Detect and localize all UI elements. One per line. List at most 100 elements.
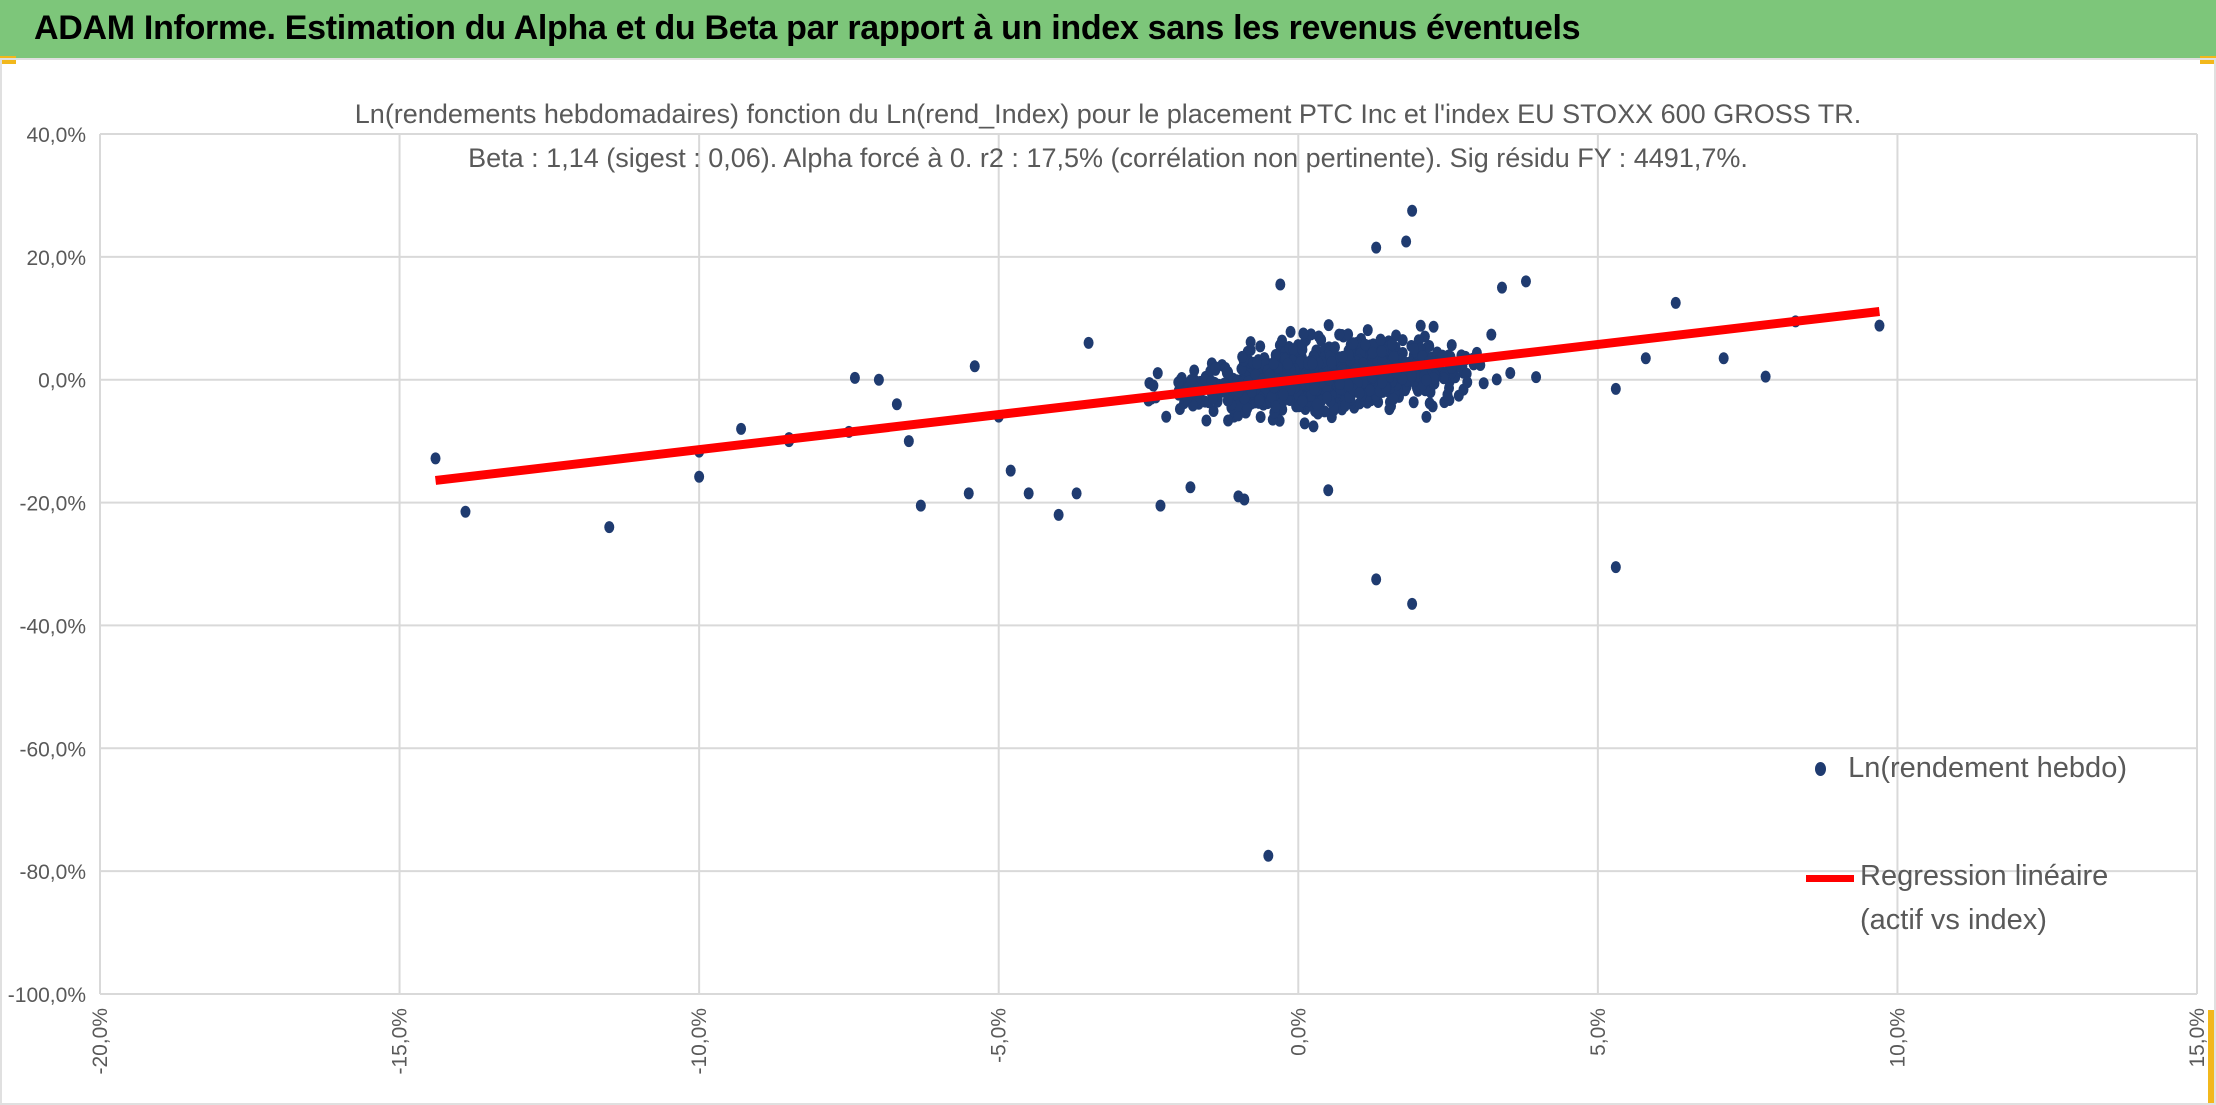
data-point: [1309, 383, 1320, 396]
data-point: [1760, 370, 1771, 383]
data-point: [1401, 235, 1412, 248]
legend-regression-label-2: (actif vs index): [1860, 904, 2047, 936]
data-point: [1387, 338, 1398, 351]
data-point: [694, 470, 705, 483]
data-point: [1640, 352, 1651, 365]
data-point: [1266, 391, 1277, 404]
data-point: [1270, 400, 1281, 413]
data-point: [1354, 387, 1365, 400]
data-point: [849, 371, 860, 384]
data-point: [1415, 319, 1426, 332]
data-point: [891, 398, 902, 411]
data-point: [1610, 561, 1621, 574]
data-point: [1326, 356, 1337, 369]
data-point: [903, 435, 914, 448]
data-point: [1377, 376, 1388, 389]
data-point: [1610, 382, 1621, 395]
data-point: [1321, 391, 1332, 404]
data-point: [1424, 397, 1435, 410]
data-point: [1206, 375, 1217, 388]
data-point: [1368, 338, 1379, 351]
data-point: [1329, 341, 1340, 354]
x-tick-label: -5,0%: [988, 1008, 1011, 1063]
data-point: [1210, 362, 1221, 375]
data-point: [1152, 367, 1163, 380]
chart-title: Ln(rendements hebdomadaires) fonction du…: [354, 99, 1862, 129]
data-point: [1421, 374, 1432, 387]
data-point: [1208, 392, 1219, 405]
data-point: [1161, 410, 1172, 423]
data-point: [1337, 350, 1348, 363]
legend-regression-label-1: Regression linéaire: [1860, 860, 2109, 892]
data-point: [1323, 484, 1334, 497]
data-point: [963, 487, 974, 500]
y-tick-label: 0,0%: [38, 370, 86, 393]
data-point: [1407, 597, 1418, 610]
data-point: [1520, 275, 1531, 288]
data-point: [1462, 376, 1473, 389]
data-point: [1268, 357, 1279, 370]
chart-frame: [0, 58, 2216, 1105]
x-tick-label: -10,0%: [688, 1008, 711, 1075]
legend-regression-marker: [1806, 875, 1854, 882]
data-point: [1421, 410, 1432, 423]
data-point: [1505, 367, 1516, 380]
data-point: [1148, 379, 1159, 392]
data-point: [1174, 402, 1185, 415]
data-point: [1255, 340, 1266, 353]
x-tick-label: 5,0%: [1587, 1008, 1610, 1056]
x-tick-label: 15,0%: [2186, 1008, 2209, 1068]
data-point: [1491, 373, 1502, 386]
data-point: [1343, 328, 1354, 341]
data-point: [915, 499, 926, 512]
report-title: ADAM Informe. Estimation du Alpha et du …: [34, 9, 1581, 47]
data-point: [1189, 364, 1200, 377]
y-tick-label: 20,0%: [26, 247, 86, 270]
data-point: [1275, 278, 1286, 291]
data-point: [873, 373, 884, 386]
data-point: [1408, 396, 1419, 409]
y-tick-label: -80,0%: [19, 861, 86, 884]
data-point: [1376, 345, 1387, 358]
data-point: [1384, 403, 1395, 416]
data-point: [1496, 281, 1507, 294]
data-point: [1397, 334, 1408, 347]
data-point: [1718, 352, 1729, 365]
data-point: [1348, 337, 1359, 350]
data-point: [1874, 319, 1885, 332]
data-point: [1201, 414, 1212, 427]
data-point: [1285, 325, 1296, 338]
data-point: [1186, 373, 1197, 386]
data-point: [1071, 487, 1082, 500]
data-point: [1316, 333, 1327, 346]
data-point: [1343, 379, 1354, 392]
data-point: [1670, 296, 1681, 309]
x-tick-label: 10,0%: [1886, 1008, 1909, 1068]
data-point: [1282, 357, 1293, 370]
banner-corner-left: [0, 56, 16, 64]
data-point: [460, 505, 471, 518]
data-point: [1364, 384, 1375, 397]
data-point: [1408, 342, 1419, 355]
banner-corner-right: [2200, 56, 2216, 64]
data-point: [736, 422, 747, 435]
data-point: [1155, 499, 1166, 512]
y-tick-label: 40,0%: [26, 124, 86, 147]
data-point: [1531, 371, 1542, 384]
data-point: [1307, 357, 1318, 370]
data-point: [1388, 392, 1399, 405]
data-point: [1406, 370, 1417, 383]
data-point: [1255, 411, 1266, 424]
data-point: [1250, 368, 1261, 381]
data-point: [1371, 241, 1382, 254]
data-point: [1298, 327, 1309, 340]
chart-subtitle: Beta : 1,14 (sigest : 0,06). Alpha forcé…: [468, 143, 1748, 173]
data-point: [1407, 204, 1418, 217]
data-point: [1299, 417, 1310, 430]
data-point: [1478, 377, 1489, 390]
data-point: [1311, 398, 1322, 411]
frame-corner-bottom-right: [2208, 1010, 2216, 1105]
data-point: [1360, 338, 1371, 351]
x-tick-label: 0,0%: [1287, 1008, 1310, 1056]
